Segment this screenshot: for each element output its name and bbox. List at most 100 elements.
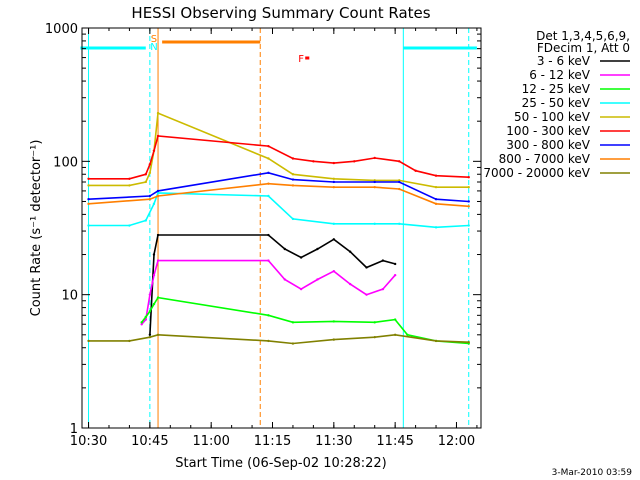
series-point-3-11	[467, 224, 470, 227]
legend-label-5: 100 - 300 keV	[506, 124, 590, 138]
series-point-5-7	[291, 157, 295, 160]
series-point-1-0	[140, 323, 143, 326]
y-tick-label-1: 10	[61, 289, 78, 304]
series-point-0-2	[156, 233, 160, 237]
x-tick-label-5: 11:45	[376, 434, 413, 449]
series-point-5-13	[414, 169, 417, 172]
series-point-1-4	[156, 259, 160, 262]
series-point-5-15	[467, 176, 470, 179]
series-point-1-9	[332, 269, 336, 273]
legend-label-6: 300 - 800 keV	[506, 138, 590, 152]
series-point-1-12	[381, 287, 385, 291]
series-point-5-4	[152, 149, 156, 152]
series-layer	[87, 111, 470, 345]
series-line-6	[88, 171, 469, 203]
series-point-0-1	[152, 253, 156, 256]
series-point-4-12	[467, 185, 470, 189]
x-tick-label-3: 11:15	[254, 434, 291, 449]
series-point-3-1	[128, 224, 131, 227]
series-point-0-9	[365, 266, 368, 269]
series-point-3-9	[398, 222, 401, 226]
x-tick-label-4: 11:30	[315, 434, 352, 449]
series-line-1	[141, 259, 396, 325]
legend-header-2: FDecim 1, Att 0	[537, 41, 630, 55]
legend-label-7: 800 - 7000 keV	[499, 152, 591, 166]
series-point-2-8	[373, 321, 376, 324]
series-point-6-6	[373, 180, 376, 184]
series-point-7-4	[291, 184, 295, 187]
legend-label-8: 7000 - 20000 keV	[483, 166, 590, 180]
y-tick-label-2: 100	[53, 155, 78, 170]
series-point-2-3	[152, 302, 156, 306]
series-point-1-2	[148, 293, 152, 296]
series-point-8-7	[373, 335, 376, 339]
series-point-5-12	[398, 160, 401, 163]
series-point-2-6	[291, 321, 295, 324]
series-point-5-3	[148, 163, 152, 166]
series-point-0-0	[148, 333, 152, 337]
series-line-0	[149, 234, 396, 335]
x-tick-label-6: 12:00	[438, 434, 475, 449]
series-point-6-9	[467, 200, 470, 203]
series-point-7-5	[332, 185, 336, 189]
series-point-0-8	[348, 250, 352, 253]
series-point-6-3	[267, 171, 270, 175]
series-point-0-10	[381, 259, 385, 262]
series-point-4-0	[87, 184, 90, 187]
series-point-3-0	[87, 224, 90, 227]
series-point-3-3	[152, 202, 156, 206]
series-point-3-5	[267, 194, 270, 198]
series-point-3-7	[332, 222, 336, 226]
y-tick-label-0: 1	[70, 422, 78, 437]
series-point-2-1	[144, 315, 147, 319]
series-point-5-10	[353, 160, 356, 163]
series-point-4-1	[128, 184, 131, 187]
x-tick-label-2: 11:00	[192, 434, 229, 449]
series-point-8-9	[434, 339, 438, 343]
series-point-8-1	[128, 339, 131, 343]
series-point-4-7	[291, 173, 295, 176]
series-point-3-2	[144, 219, 147, 222]
series-point-7-3	[267, 182, 270, 185]
series-point-7-7	[398, 187, 401, 191]
series-point-1-13	[393, 273, 397, 277]
plot-frame	[81, 27, 482, 429]
x-tick-label-1: 10:45	[131, 434, 168, 449]
saa-flag-label: S	[151, 34, 157, 45]
series-line-3	[88, 192, 469, 229]
series-point-2-2	[148, 310, 152, 313]
flare-flag-label: F	[298, 54, 304, 65]
legend-header-1: Det 1,3,4,5,6,9,	[536, 29, 630, 43]
series-point-7-8	[434, 202, 438, 206]
series-point-8-10	[467, 341, 470, 344]
series-point-4-2	[144, 180, 147, 184]
legend-label-4: 50 - 100 keV	[514, 110, 591, 124]
night-flag-label: N	[150, 42, 157, 53]
legend-label-2: 12 - 25 keV	[522, 82, 591, 96]
x-axis-label: Start Time (06-Sep-02 10:28:22)	[175, 456, 386, 471]
series-point-7-0	[87, 202, 90, 206]
series-point-2-9	[393, 318, 397, 321]
series-point-0-4	[283, 247, 286, 251]
series-point-8-3	[156, 333, 160, 337]
series-point-7-9	[467, 205, 470, 208]
y-axis-label: Count Rate (s⁻¹ detector⁻¹)	[29, 140, 44, 317]
flag-layer: SN F	[80, 28, 477, 428]
series-point-5-8	[312, 160, 315, 163]
series-point-3-6	[291, 217, 295, 221]
series-point-5-9	[332, 161, 336, 165]
series-line-7	[88, 182, 469, 208]
y-tick-label-3: 1000	[45, 22, 78, 37]
series-point-6-2	[156, 189, 160, 193]
tick-layer: 10:30 10:45 11:00 11:15 11:30 11:45 12:00 1 10 10…	[45, 22, 481, 449]
series-point-1-11	[365, 293, 368, 296]
series-point-0-3	[267, 233, 270, 237]
series-point-7-2	[156, 194, 160, 198]
chart-title: HESSI Observing Summary Count Rates	[131, 4, 430, 22]
series-point-8-0	[87, 339, 90, 343]
series-point-1-7	[299, 287, 303, 291]
series-point-6-5	[332, 180, 336, 184]
series-point-7-1	[148, 197, 152, 201]
